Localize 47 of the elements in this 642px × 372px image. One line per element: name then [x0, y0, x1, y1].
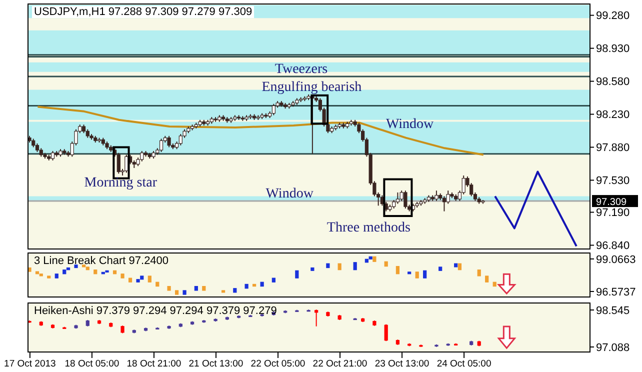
x-tick-label: 18 Oct 05:00	[64, 358, 120, 370]
y-tick-label: 97.880	[596, 142, 630, 154]
y-tick-label: 98.930	[596, 43, 630, 56]
y-tick-label: 98.545	[596, 304, 630, 317]
y-tick-label: 97.088	[596, 342, 630, 354]
annotation: Tweezers	[274, 62, 328, 78]
candlestick	[404, 190, 408, 209]
chart-title: Heiken-Ashi 97.379 97.294 97.294 97.379 97.279	[33, 305, 278, 317]
candlestick	[178, 134, 182, 146]
line-series	[494, 170, 578, 248]
y-tick-label: 99.280	[596, 10, 630, 22]
ref-line-label: 97.309	[596, 197, 628, 208]
y-tick-label: 98.580	[596, 76, 630, 88]
candlestick	[396, 192, 400, 204]
candlestick	[50, 150, 55, 161]
candlestick	[314, 309, 318, 327]
x-tick-label: 22 Oct 21:00	[312, 358, 368, 370]
candlestick	[434, 190, 438, 202]
annotation: Engulfing bearish	[262, 80, 362, 96]
y-tick-label: 97.190	[596, 207, 630, 220]
candlestick	[116, 152, 120, 174]
candlestick	[446, 190, 450, 204]
annotation: Morning star	[84, 175, 158, 190]
y-tick-label: 97.530	[596, 175, 630, 188]
annotation: Window	[386, 116, 434, 132]
x-tick-label: 18 Oct 21:00	[126, 358, 182, 370]
candlestick	[442, 196, 446, 212]
candlestick	[140, 150, 144, 162]
annotation: Window	[266, 186, 314, 202]
x-tick-label: 22 Oct 05:00	[250, 358, 306, 370]
candlestick	[124, 154, 128, 174]
x-tick-label: 17 Oct 2013	[4, 358, 56, 370]
chart-title: 3 Line Break Chart 97.2400	[33, 255, 170, 267]
candlestick	[159, 138, 164, 152]
y-tick-label: 96.5737	[596, 286, 636, 298]
y-tick-label: 96.840	[596, 240, 630, 252]
y-tick-label: 99.0663	[596, 254, 636, 266]
y-tick-label: 98.230	[596, 109, 630, 122]
line-series	[36, 106, 484, 156]
candlestick	[272, 103, 276, 116]
chart-title: USDJPY,m,H1 97.288 97.309 97.279 97.309	[32, 6, 254, 18]
annotation: Three methods	[326, 220, 410, 236]
candlestick	[384, 324, 388, 342]
candlestick	[167, 135, 171, 148]
x-tick-label: 21 Oct 13:00	[188, 358, 244, 370]
x-tick-label: 23 Oct 13:00	[374, 358, 430, 370]
x-tick-label: 24 Oct 05:00	[436, 358, 492, 370]
